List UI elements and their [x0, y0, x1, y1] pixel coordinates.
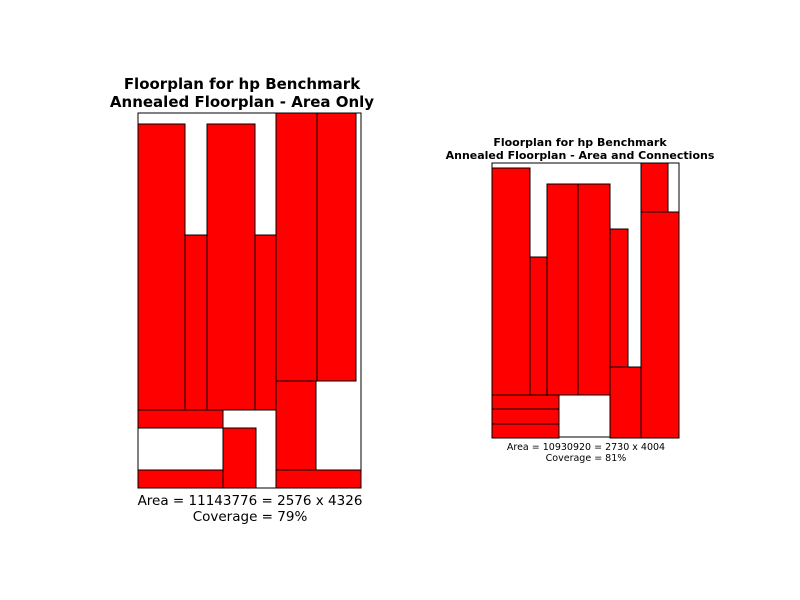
floorplan-block	[206, 123, 256, 411]
floorplan-block	[137, 123, 186, 411]
floorplan-block	[491, 394, 560, 410]
floorplan-block	[137, 409, 224, 429]
floorplan-block	[546, 183, 579, 396]
floorplan-block	[316, 112, 357, 382]
floorplan-1-title-line1: Floorplan for hp Benchmark	[124, 75, 361, 93]
floorplan-1-blocks	[137, 112, 362, 489]
floorplan-block	[137, 469, 224, 489]
floorplan-block	[577, 183, 611, 396]
floorplan-block	[275, 469, 362, 489]
floorplan-1-area: Area = 11143776 = 2576 x 4326	[138, 493, 363, 509]
floorplan-1-title-line2: Annealed Floorplan - Area Only	[110, 93, 374, 111]
floorplan-block	[275, 380, 317, 471]
floorplan-2-blocks	[491, 162, 680, 439]
floorplan-area-only: Floorplan for hp Benchmark Annealed Floo…	[110, 75, 374, 525]
floorplan-block	[640, 162, 669, 213]
floorplan-block	[184, 234, 208, 411]
floorplan-block	[609, 228, 629, 368]
floorplan-block	[491, 408, 560, 425]
floorplan-2-title-line1: Floorplan for hp Benchmark	[493, 136, 667, 149]
floorplan-block	[609, 366, 642, 439]
floorplan-block	[640, 211, 680, 439]
floorplan-block	[529, 256, 548, 396]
floorplan-2-title-line2: Annealed Floorplan - Area and Connection…	[446, 149, 715, 162]
floorplan-1-coverage: Coverage = 79%	[193, 509, 308, 525]
floorplan-area-and-connections: Floorplan for hp Benchmark Annealed Floo…	[446, 136, 715, 464]
floorplan-block	[491, 167, 531, 396]
floorplan-block	[222, 427, 257, 489]
floorplan-2-coverage: Coverage = 81%	[546, 453, 627, 464]
floorplan-2-area: Area = 10930920 = 2730 x 4004	[507, 442, 665, 453]
floorplan-block	[275, 112, 318, 382]
floorplan-block	[491, 423, 560, 439]
floorplan-block	[254, 234, 277, 411]
